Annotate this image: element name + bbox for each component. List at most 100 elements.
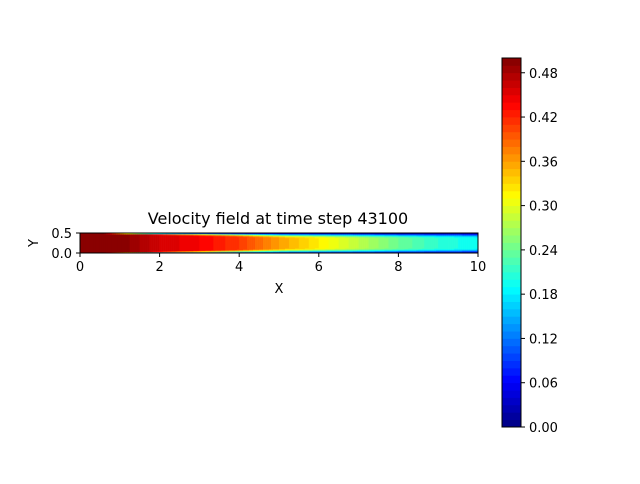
heatmap-cell bbox=[304, 234, 308, 236]
heatmap-cell bbox=[286, 238, 290, 240]
colorbar-band bbox=[502, 220, 521, 229]
heatmap-cell bbox=[257, 247, 260, 249]
heatmap-cell bbox=[109, 249, 113, 251]
heatmap-cell bbox=[175, 250, 178, 252]
heatmap-cell bbox=[406, 250, 409, 252]
heatmap-cell bbox=[374, 237, 377, 239]
heatmap-cell bbox=[374, 247, 377, 249]
heatmap-cell bbox=[201, 235, 204, 237]
heatmap-cell bbox=[93, 250, 97, 252]
heatmap-cell bbox=[149, 246, 152, 248]
heatmap-cell bbox=[163, 251, 166, 253]
heatmap-cell bbox=[121, 246, 125, 248]
heatmap-cell bbox=[324, 237, 328, 239]
heatmap-cell bbox=[360, 235, 363, 237]
heatmap-cell bbox=[454, 245, 457, 247]
heatmap-cell bbox=[103, 233, 107, 235]
heatmap-cell bbox=[354, 250, 357, 252]
heatmap-cell bbox=[386, 244, 389, 246]
heatmap-cell bbox=[203, 241, 206, 243]
heatmap-cell bbox=[127, 243, 131, 245]
heatmap-cell bbox=[390, 246, 393, 248]
heatmap-cell bbox=[322, 240, 326, 242]
heatmap-cell bbox=[133, 236, 137, 238]
heatmap-cell bbox=[157, 237, 160, 239]
heatmap-cell bbox=[288, 236, 292, 238]
colorbar-band bbox=[502, 139, 521, 147]
heatmap-cell bbox=[356, 240, 359, 242]
heatmap-cell bbox=[173, 233, 176, 235]
heatmap-cell bbox=[209, 247, 212, 249]
heatmap-cell bbox=[85, 243, 89, 245]
heatmap-cell bbox=[318, 251, 322, 253]
heatmap-cell bbox=[334, 235, 338, 237]
heatmap-cell bbox=[398, 239, 401, 241]
heatmap-cell bbox=[388, 236, 391, 238]
heatmap-cell bbox=[444, 239, 447, 241]
heatmap-cell bbox=[426, 250, 429, 252]
heatmap-cell bbox=[85, 247, 89, 249]
heatmap-cell bbox=[97, 233, 101, 235]
heatmap-cell bbox=[119, 249, 123, 251]
heatmap-cell bbox=[326, 235, 330, 237]
heatmap-cell bbox=[237, 240, 240, 242]
heatmap-cell bbox=[133, 242, 137, 244]
heatmap-cell bbox=[396, 247, 399, 249]
heatmap-cell bbox=[97, 251, 101, 253]
heatmap-cell bbox=[237, 246, 240, 248]
heatmap-cell bbox=[474, 238, 477, 240]
heatmap-cell bbox=[448, 240, 451, 242]
heatmap-cell bbox=[141, 246, 144, 248]
heatmap-cell bbox=[245, 241, 248, 243]
heatmap-cell bbox=[460, 240, 463, 242]
heatmap-cell bbox=[368, 238, 371, 240]
heatmap-cell bbox=[456, 245, 459, 247]
heatmap-cell bbox=[227, 249, 230, 251]
heatmap-cell bbox=[125, 246, 129, 248]
heatmap-cell bbox=[141, 251, 144, 253]
heatmap-cell bbox=[412, 241, 415, 243]
heatmap-cell bbox=[366, 247, 369, 249]
heatmap-cell bbox=[386, 240, 389, 242]
heatmap-cell bbox=[370, 234, 373, 236]
heatmap-cell bbox=[231, 242, 234, 244]
heatmap-cell bbox=[402, 245, 405, 247]
heatmap-cell bbox=[282, 239, 286, 241]
heatmap-cell bbox=[273, 235, 276, 237]
heatmap-cell bbox=[251, 243, 254, 245]
heatmap-cell bbox=[171, 249, 174, 251]
heatmap-cell bbox=[378, 244, 381, 246]
heatmap-cell bbox=[273, 242, 276, 244]
heatmap-cell bbox=[430, 251, 433, 253]
heatmap-cell bbox=[322, 236, 326, 238]
heatmap-cell bbox=[121, 247, 125, 249]
heatmap-cell bbox=[430, 247, 433, 249]
heatmap-cell bbox=[279, 236, 282, 238]
heatmap-cell bbox=[356, 247, 359, 249]
heatmap-cell bbox=[135, 238, 139, 240]
heatmap-cell bbox=[400, 237, 403, 239]
heatmap-cell bbox=[316, 246, 320, 248]
heatmap-cell bbox=[191, 241, 194, 243]
heatmap-cell bbox=[428, 241, 431, 243]
heatmap-cell bbox=[183, 247, 186, 249]
heatmap-cell bbox=[412, 237, 415, 239]
heatmap-cell bbox=[91, 238, 95, 240]
heatmap-cell bbox=[193, 242, 196, 244]
heatmap-cell bbox=[133, 241, 137, 243]
heatmap-cell bbox=[83, 246, 87, 248]
heatmap-cell bbox=[195, 237, 198, 239]
heatmap-cell bbox=[145, 236, 148, 238]
heatmap-cell bbox=[424, 247, 427, 249]
heatmap-cell bbox=[440, 242, 443, 244]
heatmap-cell bbox=[332, 235, 336, 237]
heatmap-cell bbox=[458, 236, 461, 238]
heatmap-cell bbox=[225, 249, 228, 251]
heatmap-cell bbox=[424, 240, 427, 242]
heatmap-cell bbox=[145, 234, 148, 236]
heatmap-cell bbox=[269, 246, 272, 248]
heatmap-cell bbox=[191, 234, 194, 236]
heatmap-cell bbox=[328, 246, 332, 248]
heatmap-cell bbox=[390, 251, 393, 253]
heatmap-cell bbox=[177, 243, 180, 245]
